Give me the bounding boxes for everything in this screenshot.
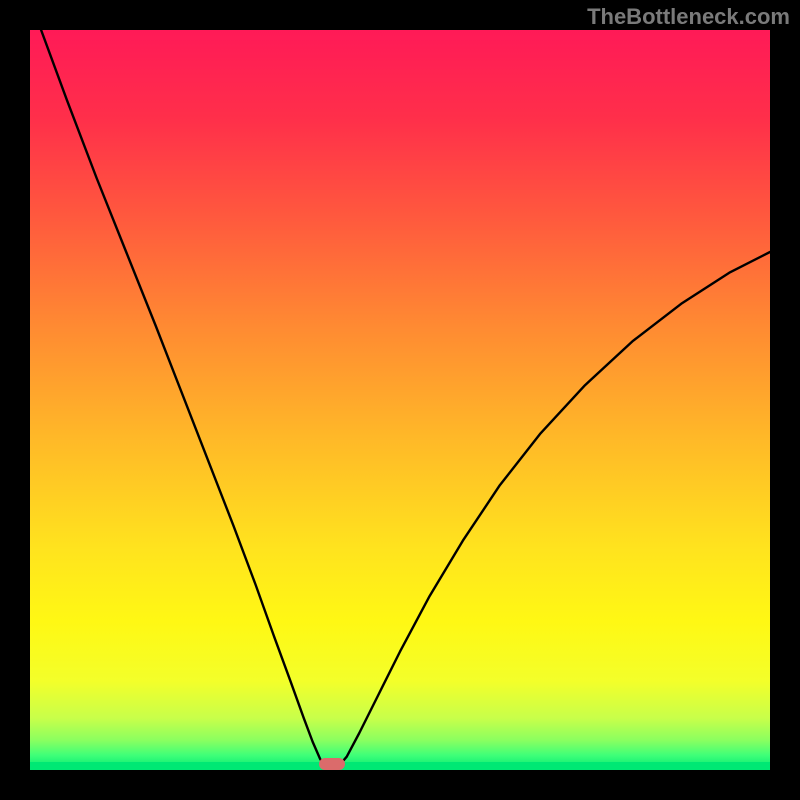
chart-container: TheBottleneck.com <box>0 0 800 800</box>
bottleneck-curve <box>30 30 770 770</box>
optimum-marker <box>319 758 345 770</box>
watermark-text: TheBottleneck.com <box>587 4 790 30</box>
green-baseline <box>30 762 770 770</box>
plot-area <box>30 30 770 770</box>
